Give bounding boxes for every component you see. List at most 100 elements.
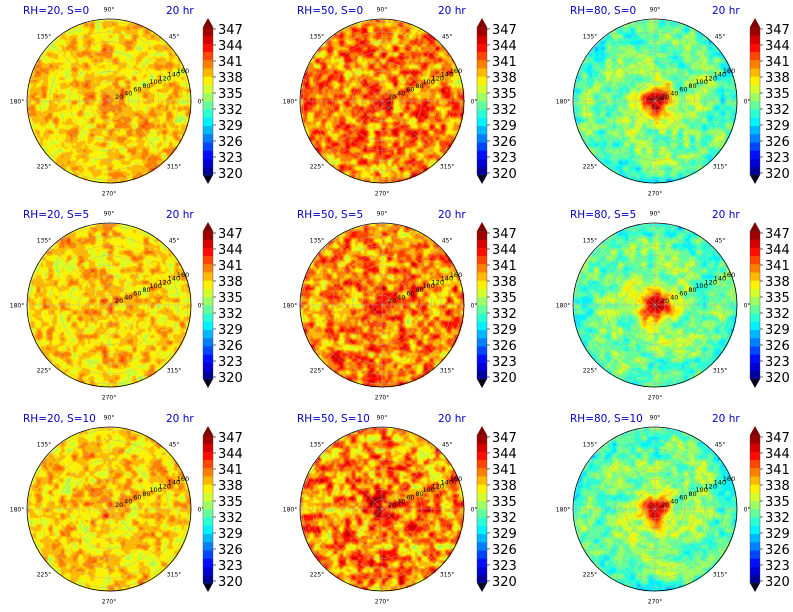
colorbar-frame	[476, 434, 488, 584]
angle-tick-label: 270°	[648, 191, 662, 198]
colorbar-extend-min	[203, 583, 213, 592]
polar-panel: 90°45°0°315°270°225°180°135°20 40 60 801001…	[556, 209, 751, 402]
colorbar-tick-label: 329	[218, 119, 243, 134]
colorbar-segment	[477, 329, 487, 339]
angle-tick-label: 225°	[310, 164, 324, 171]
colorbar-segment	[750, 541, 760, 551]
colorbar-extend-max	[750, 18, 760, 27]
colorbar-segment	[750, 476, 760, 485]
colorbar-segment	[203, 525, 213, 535]
angular-grid-line	[50, 450, 110, 510]
angle-tick-label: 225°	[310, 368, 324, 375]
colorbar-frame	[476, 230, 488, 380]
colorbar-tick-label: 344	[218, 243, 243, 258]
radius-tick-label: 20	[388, 501, 396, 509]
colorbar-segment	[477, 255, 487, 265]
colorbar-tick-label: 326	[765, 135, 790, 150]
colorbar-segment	[477, 443, 487, 452]
radius-tick-label: 160	[723, 67, 735, 75]
angular-grid-line	[596, 450, 656, 510]
colorbar-segment	[477, 313, 487, 322]
radius-tick-label: 60	[679, 86, 687, 94]
colorbar-segment	[203, 117, 213, 127]
colorbar-segment	[477, 280, 487, 289]
colorbar-extend-max	[477, 222, 487, 231]
colorbar-segment	[203, 263, 213, 273]
colorbar-tick-label: 323	[492, 355, 517, 370]
colorbar-segment	[750, 346, 760, 355]
colorbar-segment	[477, 117, 487, 127]
angle-tick-label: 315°	[167, 368, 181, 375]
colorbar-tick-label: 338	[492, 479, 517, 494]
colorbar-segment	[750, 142, 760, 151]
angle-tick-label: 0°	[744, 99, 751, 106]
colorbar-segment	[750, 517, 760, 526]
colorbar-tick-label: 341	[492, 463, 517, 478]
colorbar-segment	[477, 125, 487, 135]
colorbar-tick-label: 335	[765, 495, 790, 510]
radius-tick-label: 120	[432, 278, 444, 286]
colorbar-segment	[750, 296, 760, 306]
colorbar-segment	[477, 451, 487, 461]
colorbar-tick-label: 347	[765, 227, 790, 242]
colorbar-segment	[750, 59, 760, 69]
radius-tick-label: 40	[124, 89, 132, 97]
angle-tick-label: 90°	[104, 415, 115, 422]
panel-title: RH=20, S=5	[23, 209, 89, 221]
angular-grid-line	[381, 246, 441, 306]
colorbar-tick-label: 320	[492, 167, 517, 182]
colorbar-frame	[749, 230, 761, 380]
colorbar-segment	[750, 158, 760, 168]
angle-tick-label: 135°	[310, 33, 324, 40]
colorbar-frame	[202, 434, 214, 584]
panel-time-label: 20 hr	[712, 209, 740, 221]
radius-tick-label: 40	[124, 497, 132, 505]
panel-title: RH=50, S=0	[297, 5, 363, 17]
angle-tick-label: 135°	[583, 237, 597, 244]
colorbar-tick-label: 344	[492, 39, 517, 54]
panel-time-label: 20 hr	[438, 413, 466, 425]
angle-tick-label: 225°	[37, 164, 51, 171]
radius-tick-label: 80	[142, 490, 150, 498]
angle-tick-label: 315°	[713, 368, 727, 375]
colorbar-tick-label: 323	[218, 559, 243, 574]
angle-tick-label: 225°	[37, 572, 51, 579]
colorbar-tick-label: 326	[765, 339, 790, 354]
polar-panel: 90°45°0°315°270°225°180°135°20 40 60 801001…	[283, 209, 478, 402]
panel-title: RH=50, S=5	[297, 209, 363, 221]
colorbar-segment	[203, 517, 213, 526]
colorbar-tick-label: 344	[218, 447, 243, 462]
radius-tick-label: 120	[159, 482, 171, 490]
colorbar-tick-label: 347	[765, 23, 790, 38]
colorbar-segment	[750, 362, 760, 372]
angle-tick-label: 0°	[744, 507, 751, 514]
colorbar-segment	[477, 500, 487, 510]
angle-tick-label: 225°	[310, 572, 324, 579]
colorbar-tick-label: 332	[492, 103, 517, 118]
angle-tick-label: 180°	[283, 99, 297, 106]
radius-tick-label: 60	[406, 290, 414, 298]
polar-frame	[26, 222, 192, 388]
colorbar-tick-label: 347	[492, 23, 517, 38]
radius-tick-label: 140	[441, 275, 453, 283]
angular-grid-line	[50, 304, 110, 364]
colorbar-segment	[477, 76, 487, 85]
colorbar-tick-label: 329	[765, 323, 790, 338]
angle-tick-label: 45°	[442, 33, 453, 40]
colorbar-segment	[477, 321, 487, 331]
colorbar-segment	[203, 150, 213, 159]
colorbar-segment	[750, 150, 760, 159]
colorbar-tick-label: 347	[218, 227, 243, 242]
radius-tick-label: 160	[723, 475, 735, 483]
colorbar-segment	[203, 574, 213, 584]
colorbar-extend-max	[203, 222, 213, 231]
radius-tick-label: 160	[177, 475, 189, 483]
panel-time-label: 20 hr	[712, 5, 740, 17]
angular-grid-line	[654, 304, 714, 364]
colorbar-tick-label: 341	[218, 259, 243, 274]
colorbar-tick-label: 341	[218, 463, 243, 478]
colorbar-segment	[203, 354, 213, 363]
angle-tick-label: 180°	[556, 507, 570, 514]
colorbar-frame	[749, 26, 761, 176]
